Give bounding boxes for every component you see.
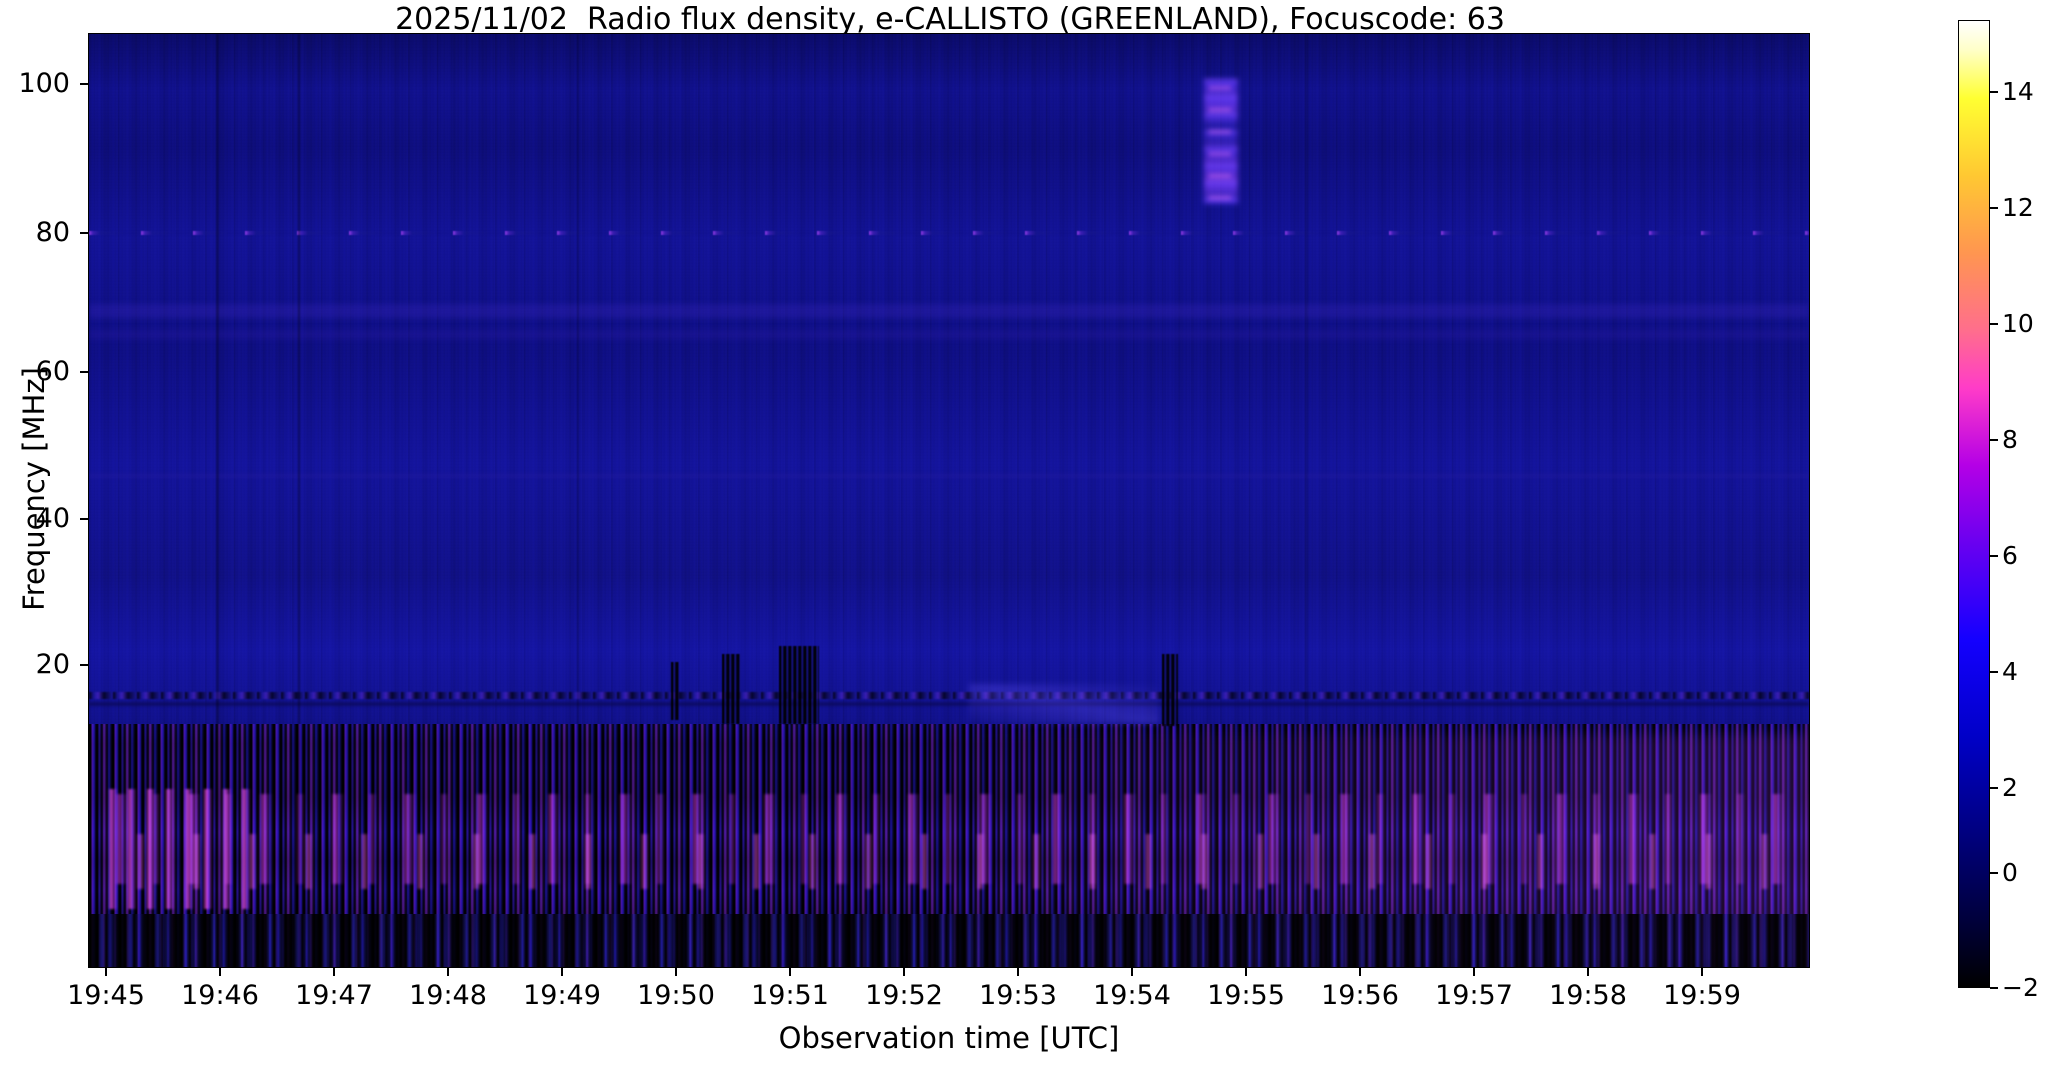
rfi-line-27mhz [89,692,1809,699]
y-tick-mark-100 [80,83,88,85]
y-tick-label-100: 100 [18,68,70,99]
x-tick-mark-1947 [333,968,335,976]
colorbar-tick-label-2: 2 [2002,773,2018,802]
x-tick-label-1953: 19:53 [979,980,1057,1011]
x-tick-mark-1956 [1359,968,1361,976]
x-tick-label-1948: 19:48 [409,980,487,1011]
colorbar-tick-label-10: 10 [2002,309,2034,338]
x-tick-mark-1953 [1017,968,1019,976]
y-tick-mark-20 [80,664,88,666]
low-frequency-rfi-blobs [89,914,1809,967]
x-tick-mark-1946 [219,968,221,976]
colorbar-tick-mark-14 [1990,91,1998,93]
x-tick-label-1950: 19:50 [637,980,715,1011]
rfi-band-68mhz [89,330,1809,339]
x-tick-mark-1959 [1701,968,1703,976]
x-tick-mark-1945 [105,968,107,976]
rfi-line-78mhz [89,231,1809,235]
colorbar-tick-label-4: 4 [2002,657,2018,686]
x-tick-mark-1952 [903,968,905,976]
y-tick-mark-40 [80,518,88,520]
interference-column-2 [298,34,300,967]
colorbar-tick-label-6: 6 [2002,541,2018,570]
colorbar-tick-mark-4 [1990,671,1998,673]
colorbar-tick-label-14: 14 [2002,77,2034,106]
impulsive-burst-1952 [722,654,740,724]
x-tick-label-1947: 19:47 [295,980,373,1011]
interference-column-4 [1305,34,1307,967]
x-tick-mark-1948 [447,968,449,976]
x-tick-mark-1955 [1245,968,1247,976]
x-tick-mark-1951 [789,968,791,976]
y-tick-label-80: 80 [35,217,70,248]
impulsive-burst-1957 [1162,654,1178,726]
page-title: 2025/11/02 Radio flux density, e-CALLIST… [395,2,1505,37]
impulsive-burst-1951 [671,662,679,720]
x-tick-mark-1954 [1131,968,1133,976]
colorbar[interactable] [1958,20,1990,988]
noise-storm-burst-1958-core [1209,86,1231,201]
colorbar-tick-mark-8 [1990,439,1998,441]
colorbar-tick-label-8: 8 [2002,425,2018,454]
x-tick-label-1949: 19:49 [523,980,601,1011]
x-tick-label-1945: 19:45 [67,980,145,1011]
y-tick-mark-80 [80,232,88,234]
rfi-line-27mhz-shadow [89,702,1809,706]
x-tick-label-1956: 19:56 [1321,980,1399,1011]
y-tick-label-60: 60 [35,356,70,387]
rfi-band-70mhz [89,304,1809,318]
colorbar-tick-mark-0 [1990,872,1998,874]
x-tick-label-1959: 19:59 [1663,980,1741,1011]
impulsive-burst-1953 [779,646,819,724]
colorbar-tick-label-minus2: −2 [2002,973,2039,1002]
interference-column-1 [216,34,219,967]
colorbar-tick-mark-minus2 [1990,987,1998,989]
y-axis-title: Frequency [MHz] [17,367,51,611]
x-tick-label-1946: 19:46 [181,980,259,1011]
colorbar-tick-mark-12 [1990,207,1998,209]
x-tick-label-1951: 19:51 [751,980,829,1011]
spectrogram-plot-area[interactable] [88,33,1810,968]
y-tick-mark-60 [80,371,88,373]
colorbar-tick-mark-10 [1990,323,1998,325]
drifting-ridge-1955 [969,684,1159,724]
y-tick-label-20: 20 [35,649,70,680]
interference-column-3 [577,34,579,967]
x-tick-label-1954: 19:54 [1093,980,1171,1011]
x-tick-label-1957: 19:57 [1435,980,1513,1011]
low-frequency-rfi-hotspots-left [99,789,259,909]
low-frequency-rfi-hotspots-2 [89,834,1809,889]
x-tick-label-1958: 19:58 [1549,980,1627,1011]
x-tick-label-1952: 19:52 [865,980,943,1011]
colorbar-tick-label-0: 0 [2002,858,2018,887]
x-axis-title: Observation time [UTC] [778,1021,1120,1055]
colorbar-tick-label-12: 12 [2002,193,2034,222]
x-tick-mark-1958 [1587,968,1589,976]
colorbar-tick-mark-2 [1990,787,1998,789]
colorbar-tick-mark-6 [1990,555,1998,557]
y-tick-label-40: 40 [35,503,70,534]
x-tick-mark-1950 [675,968,677,976]
rfi-line-54mhz [89,474,1809,478]
x-tick-label-1955: 19:55 [1207,980,1285,1011]
x-tick-mark-1949 [561,968,563,976]
x-tick-mark-1957 [1473,968,1475,976]
